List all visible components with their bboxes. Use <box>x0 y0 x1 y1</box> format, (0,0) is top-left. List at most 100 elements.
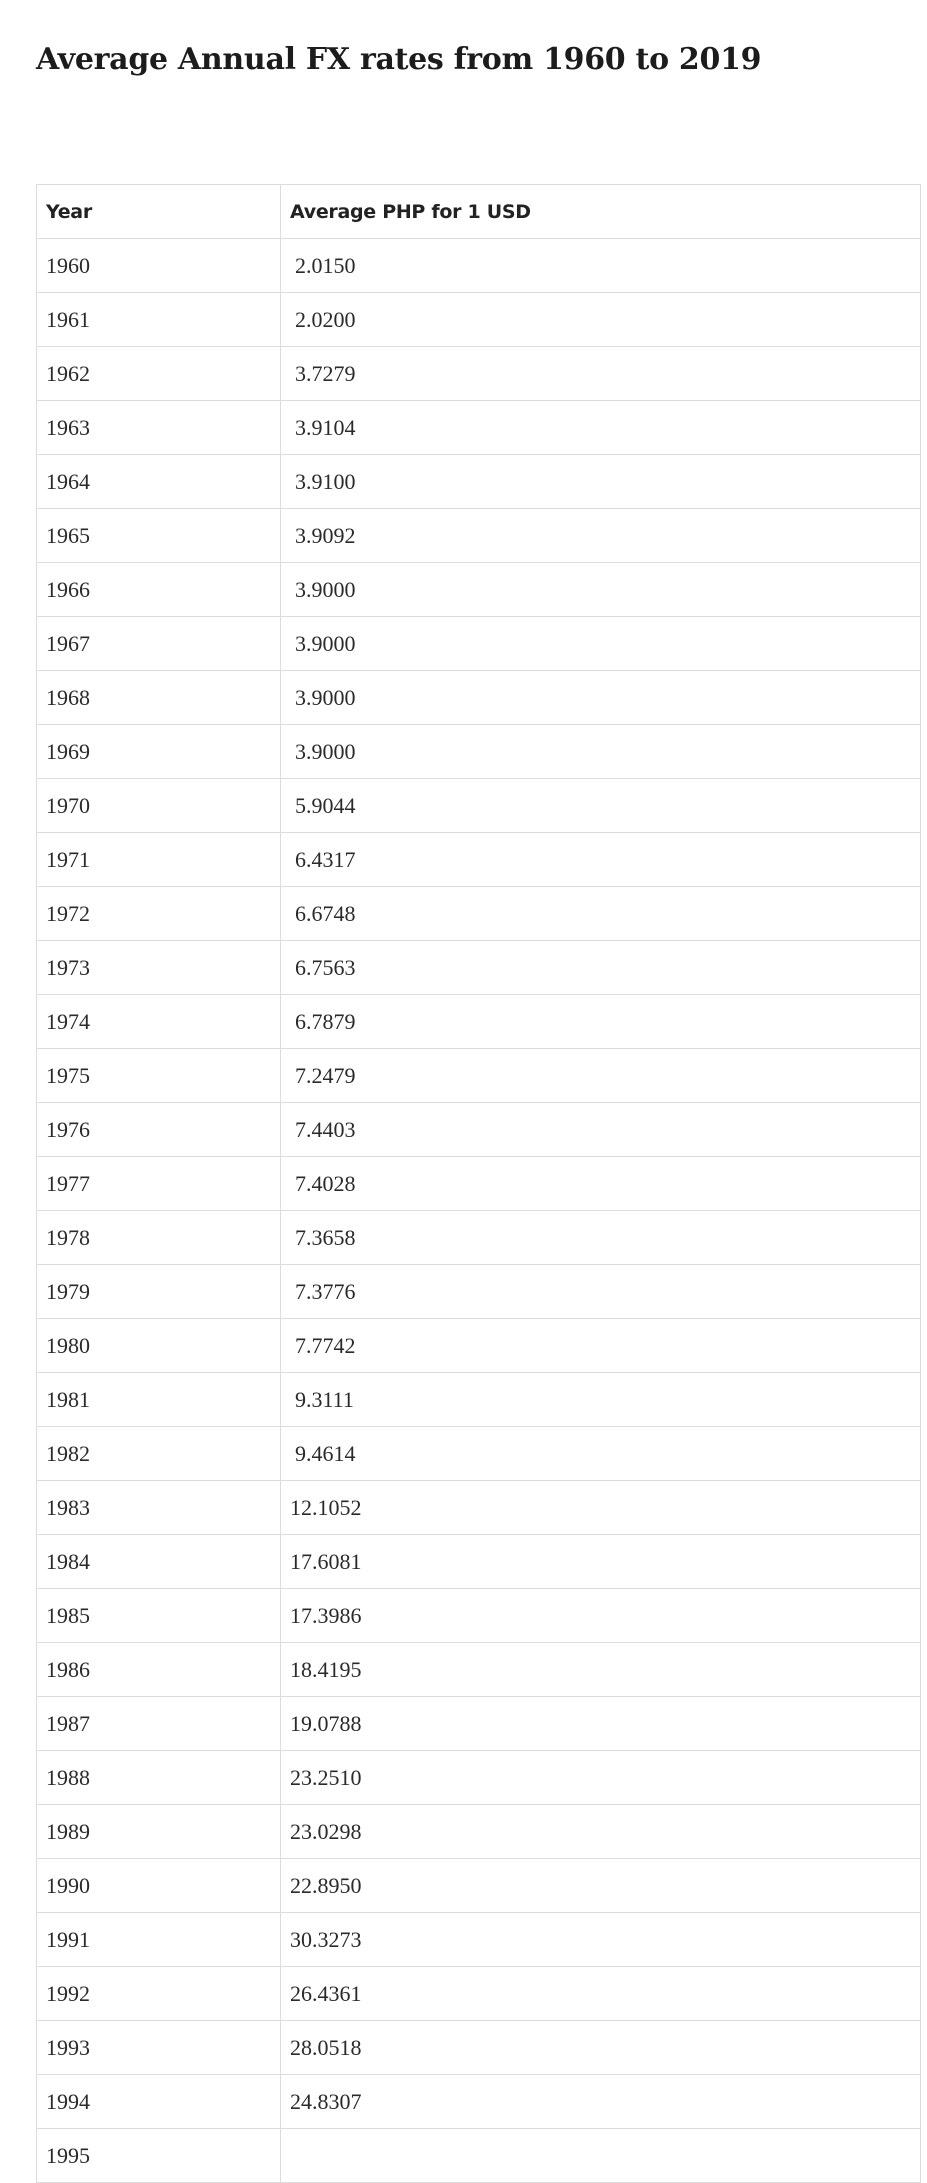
fx-rates-table: Year Average PHP for 1 USD 1960 2.0150 196… <box>36 184 921 2183</box>
rate-cell: 23.2510 <box>280 1750 921 1805</box>
year-cell: 1980 <box>36 1318 281 1373</box>
table-row: 1990 22.8950 <box>36 1858 921 1913</box>
rate-column-header: Average PHP for 1 USD <box>280 184 921 239</box>
table-row: 1965 3.9092 <box>36 508 921 563</box>
year-cell: 1992 <box>36 1966 281 2021</box>
rate-cell: 26.4361 <box>280 1966 921 2021</box>
table-row: 1981 9.3111 <box>36 1372 921 1427</box>
year-cell: 1981 <box>36 1372 281 1427</box>
year-cell: 1986 <box>36 1642 281 1697</box>
table-row: 1984 17.6081 <box>36 1534 921 1589</box>
table-row: 1989 23.0298 <box>36 1804 921 1859</box>
table-row: 1992 26.4361 <box>36 1966 921 2021</box>
rate-cell: 5.9044 <box>280 778 921 833</box>
rate-cell: 23.0298 <box>280 1804 921 1859</box>
rate-cell: 2.0200 <box>280 292 921 347</box>
table-row: 1995 <box>36 2128 921 2183</box>
year-cell: 1965 <box>36 508 281 563</box>
year-cell: 1982 <box>36 1426 281 1481</box>
rate-cell: 7.3776 <box>280 1264 921 1319</box>
table-row: 1971 6.4317 <box>36 832 921 887</box>
table-row: 1960 2.0150 <box>36 238 921 293</box>
year-cell: 1961 <box>36 292 281 347</box>
year-cell: 1972 <box>36 886 281 941</box>
year-cell: 1983 <box>36 1480 281 1535</box>
table-row: 1973 6.7563 <box>36 940 921 995</box>
year-cell: 1988 <box>36 1750 281 1805</box>
table-row: 1962 3.7279 <box>36 346 921 401</box>
year-cell: 1964 <box>36 454 281 509</box>
table-header-row: Year Average PHP for 1 USD <box>36 184 921 239</box>
rate-cell: 6.4317 <box>280 832 921 887</box>
year-cell: 1990 <box>36 1858 281 1913</box>
table-row: 1961 2.0200 <box>36 292 921 347</box>
year-cell: 1979 <box>36 1264 281 1319</box>
table-row: 1991 30.3273 <box>36 1912 921 1967</box>
rate-cell: 22.8950 <box>280 1858 921 1913</box>
page-title: Average Annual FX rates from 1960 to 201… <box>36 42 762 77</box>
year-cell: 1994 <box>36 2074 281 2129</box>
rate-cell <box>280 2128 921 2183</box>
rate-cell: 2.0150 <box>280 238 921 293</box>
rate-cell: 3.9000 <box>280 724 921 779</box>
year-cell: 1995 <box>36 2128 281 2183</box>
year-cell: 1984 <box>36 1534 281 1589</box>
table-row: 1988 23.2510 <box>36 1750 921 1805</box>
year-cell: 1993 <box>36 2020 281 2075</box>
year-cell: 1962 <box>36 346 281 401</box>
rate-cell: 3.7279 <box>280 346 921 401</box>
rate-cell: 9.4614 <box>280 1426 921 1481</box>
rate-cell: 3.9092 <box>280 508 921 563</box>
rate-cell: 6.7563 <box>280 940 921 995</box>
rate-cell: 7.7742 <box>280 1318 921 1373</box>
table-row: 1972 6.6748 <box>36 886 921 941</box>
year-cell: 1989 <box>36 1804 281 1859</box>
table-row: 1967 3.9000 <box>36 616 921 671</box>
year-cell: 1963 <box>36 400 281 455</box>
year-cell: 1975 <box>36 1048 281 1103</box>
table-row: 1980 7.7742 <box>36 1318 921 1373</box>
year-column-header: Year <box>36 184 281 239</box>
table-row: 1986 18.4195 <box>36 1642 921 1697</box>
year-cell: 1987 <box>36 1696 281 1751</box>
table-row: 1983 12.1052 <box>36 1480 921 1535</box>
table-row: 1970 5.9044 <box>36 778 921 833</box>
year-cell: 1967 <box>36 616 281 671</box>
table-row: 1978 7.3658 <box>36 1210 921 1265</box>
rate-cell: 3.9000 <box>280 616 921 671</box>
rate-cell: 30.3273 <box>280 1912 921 1967</box>
table-row: 1977 7.4028 <box>36 1156 921 1211</box>
year-cell: 1970 <box>36 778 281 833</box>
table-row: 1975 7.2479 <box>36 1048 921 1103</box>
rate-cell: 6.6748 <box>280 886 921 941</box>
rate-cell: 28.0518 <box>280 2020 921 2075</box>
table-row: 1985 17.3986 <box>36 1588 921 1643</box>
year-cell: 1991 <box>36 1912 281 1967</box>
year-cell: 1985 <box>36 1588 281 1643</box>
table-row: 1994 24.8307 <box>36 2074 921 2129</box>
rate-cell: 3.9000 <box>280 670 921 725</box>
rate-cell: 17.6081 <box>280 1534 921 1589</box>
year-cell: 1977 <box>36 1156 281 1211</box>
year-cell: 1978 <box>36 1210 281 1265</box>
rate-cell: 17.3986 <box>280 1588 921 1643</box>
year-cell: 1974 <box>36 994 281 1049</box>
rate-cell: 3.9000 <box>280 562 921 617</box>
rate-cell: 7.4028 <box>280 1156 921 1211</box>
table-body: 1960 2.0150 1961 2.0200 1962 3.7279 1963 3.9104… <box>36 238 921 2183</box>
rate-cell: 7.2479 <box>280 1048 921 1103</box>
rate-cell: 3.9104 <box>280 400 921 455</box>
rate-cell: 3.9100 <box>280 454 921 509</box>
table-row: 1968 3.9000 <box>36 670 921 725</box>
year-cell: 1971 <box>36 832 281 887</box>
rate-cell: 18.4195 <box>280 1642 921 1697</box>
rate-cell: 6.7879 <box>280 994 921 1049</box>
table-row: 1993 28.0518 <box>36 2020 921 2075</box>
table-row: 1979 7.3776 <box>36 1264 921 1319</box>
rate-cell: 12.1052 <box>280 1480 921 1535</box>
rate-cell: 9.3111 <box>280 1372 921 1427</box>
year-cell: 1976 <box>36 1102 281 1157</box>
table-row: 1963 3.9104 <box>36 400 921 455</box>
table-row: 1982 9.4614 <box>36 1426 921 1481</box>
year-cell: 1966 <box>36 562 281 617</box>
